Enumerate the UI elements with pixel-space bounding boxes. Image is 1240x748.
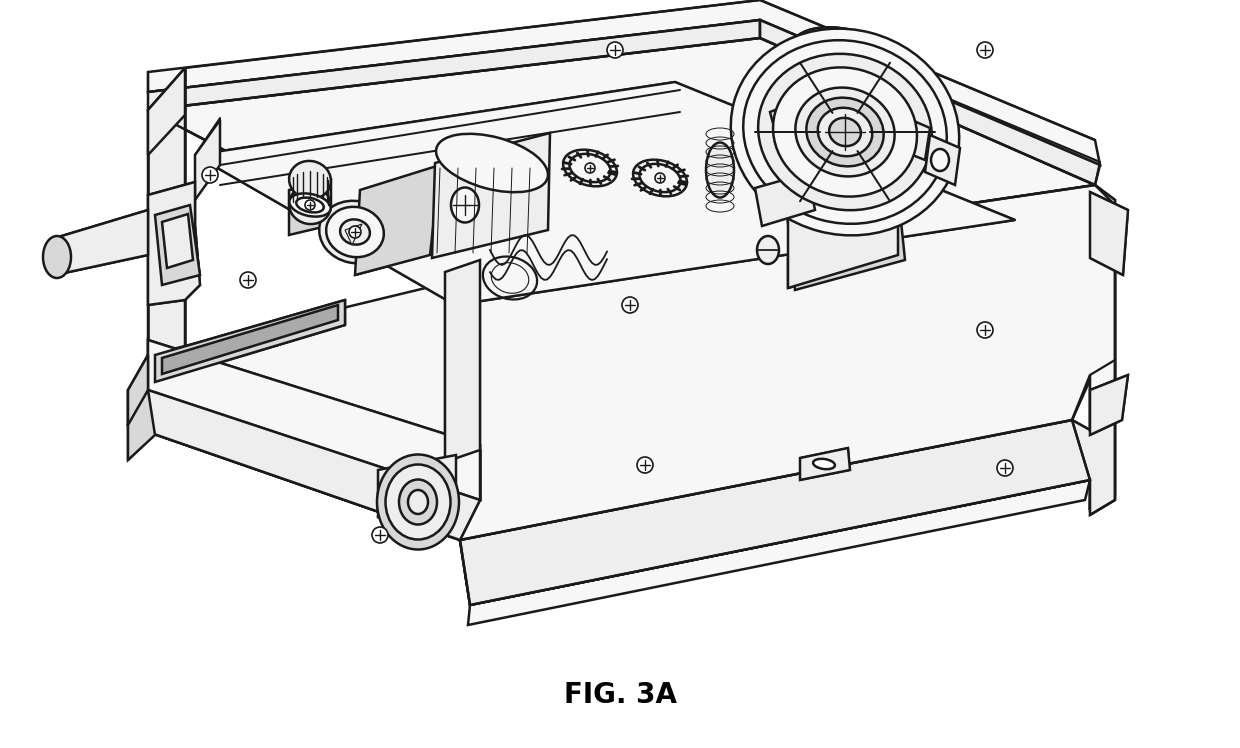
Circle shape (637, 457, 653, 473)
Polygon shape (378, 455, 456, 517)
Polygon shape (460, 185, 1115, 605)
Circle shape (977, 322, 993, 338)
Ellipse shape (743, 40, 947, 224)
Ellipse shape (296, 197, 324, 212)
Polygon shape (925, 135, 960, 185)
Ellipse shape (326, 206, 384, 257)
Polygon shape (195, 120, 219, 200)
Polygon shape (155, 205, 200, 285)
Polygon shape (128, 185, 1115, 540)
Polygon shape (800, 448, 849, 480)
Ellipse shape (830, 118, 861, 146)
Circle shape (977, 42, 993, 58)
Polygon shape (162, 305, 339, 374)
Circle shape (585, 163, 595, 173)
Ellipse shape (931, 149, 949, 171)
Ellipse shape (43, 236, 71, 278)
Ellipse shape (563, 150, 618, 186)
Ellipse shape (640, 164, 681, 192)
Circle shape (202, 167, 218, 183)
Ellipse shape (706, 143, 734, 197)
Text: FIG. 3A: FIG. 3A (563, 681, 677, 709)
Polygon shape (148, 0, 1100, 165)
Polygon shape (148, 38, 1095, 278)
Ellipse shape (399, 479, 436, 524)
Polygon shape (467, 480, 1090, 625)
Polygon shape (148, 182, 200, 305)
Polygon shape (345, 224, 362, 245)
Ellipse shape (730, 28, 960, 236)
Polygon shape (162, 214, 193, 268)
Ellipse shape (789, 27, 901, 96)
Ellipse shape (436, 134, 548, 192)
Polygon shape (148, 340, 480, 500)
Polygon shape (128, 355, 148, 460)
Circle shape (608, 42, 622, 58)
Polygon shape (128, 390, 155, 460)
Polygon shape (787, 165, 898, 288)
Polygon shape (155, 300, 345, 382)
Ellipse shape (758, 54, 932, 210)
Polygon shape (785, 162, 905, 290)
Ellipse shape (795, 88, 894, 177)
Polygon shape (289, 180, 331, 235)
Circle shape (622, 297, 639, 313)
Ellipse shape (377, 455, 459, 550)
Circle shape (655, 173, 665, 183)
Polygon shape (1090, 375, 1128, 435)
Ellipse shape (408, 490, 428, 514)
Polygon shape (1090, 192, 1128, 275)
Circle shape (305, 200, 315, 210)
Polygon shape (760, 20, 1100, 185)
Ellipse shape (817, 108, 872, 156)
Ellipse shape (634, 159, 687, 196)
Ellipse shape (813, 459, 835, 469)
Ellipse shape (806, 98, 884, 166)
Circle shape (241, 272, 255, 288)
Polygon shape (460, 185, 1115, 605)
Ellipse shape (451, 188, 479, 222)
Ellipse shape (319, 200, 391, 263)
Polygon shape (460, 420, 1090, 605)
Ellipse shape (289, 161, 331, 199)
Ellipse shape (569, 154, 610, 182)
Circle shape (997, 460, 1013, 476)
Ellipse shape (289, 186, 331, 224)
Ellipse shape (789, 27, 901, 96)
Polygon shape (128, 375, 1090, 540)
Polygon shape (755, 173, 815, 226)
Polygon shape (355, 165, 440, 275)
Polygon shape (445, 260, 480, 462)
Circle shape (372, 527, 388, 543)
Polygon shape (895, 115, 930, 160)
Polygon shape (148, 68, 185, 155)
Polygon shape (55, 210, 148, 275)
Ellipse shape (289, 194, 331, 217)
Polygon shape (195, 82, 1016, 305)
Ellipse shape (756, 236, 779, 264)
Ellipse shape (386, 465, 450, 539)
Polygon shape (148, 68, 185, 390)
Circle shape (348, 226, 361, 238)
Polygon shape (770, 100, 808, 142)
Polygon shape (148, 20, 760, 110)
Polygon shape (128, 390, 480, 540)
Ellipse shape (773, 67, 916, 197)
Polygon shape (432, 133, 551, 258)
Ellipse shape (340, 219, 370, 245)
